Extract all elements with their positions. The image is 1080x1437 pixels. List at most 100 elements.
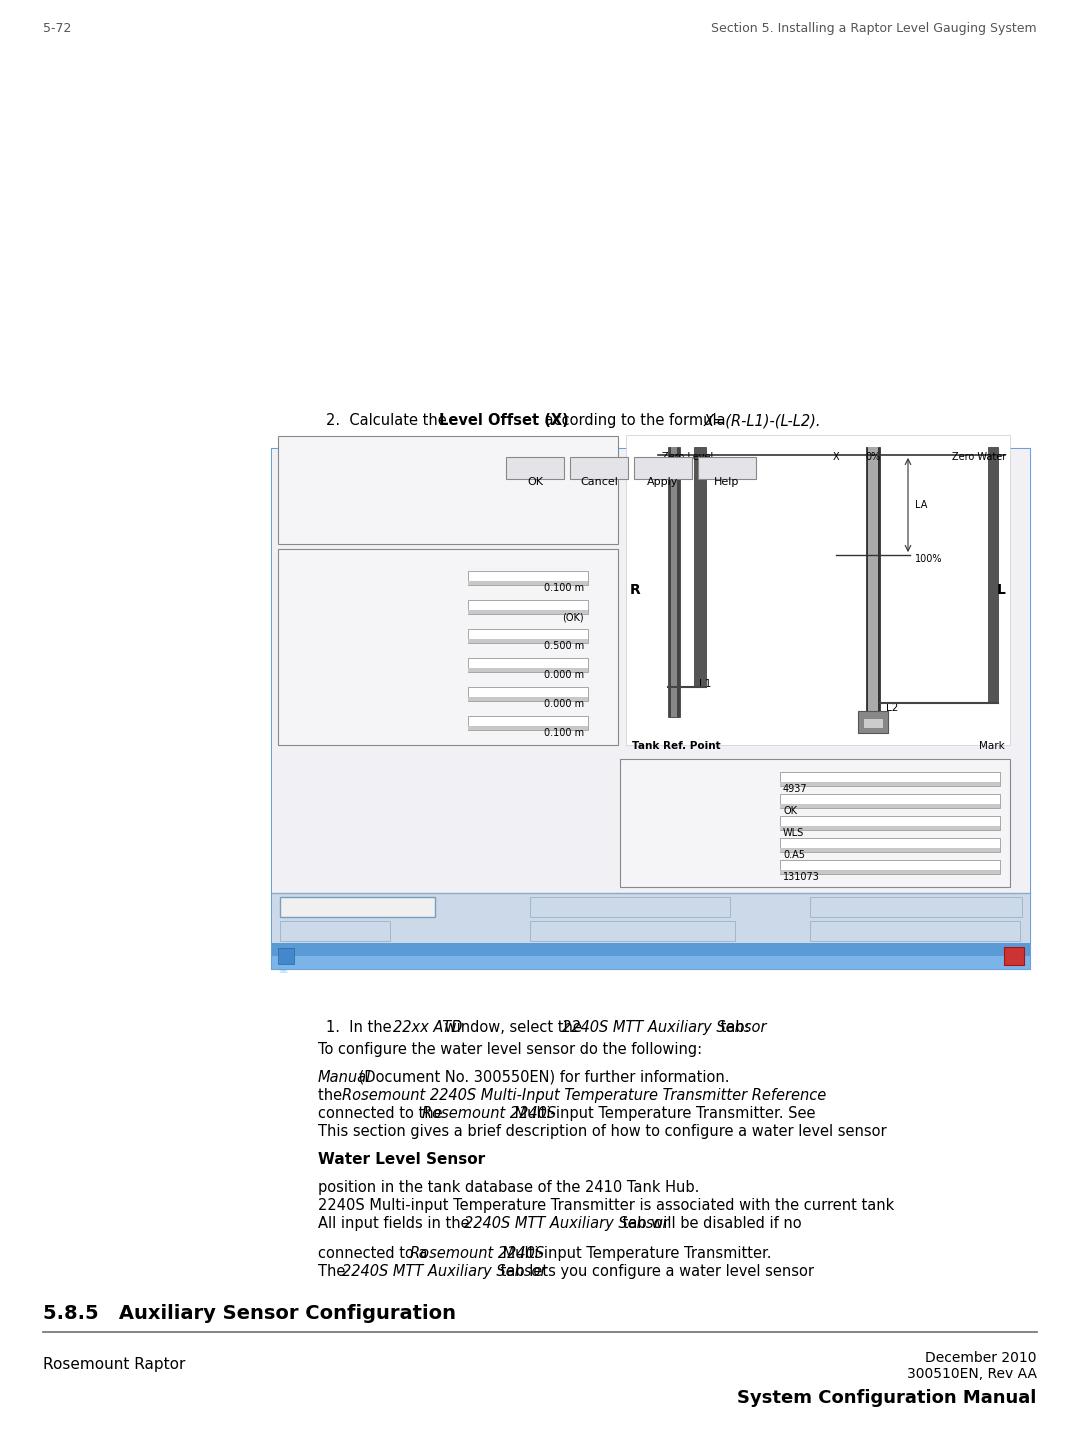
- Text: System Configuration Manual: System Configuration Manual: [738, 1390, 1037, 1407]
- Text: Water Level Sensor: Water Level Sensor: [318, 1152, 485, 1167]
- Bar: [780, 782, 1000, 786]
- Bar: [780, 848, 1000, 852]
- Bar: [468, 609, 588, 614]
- Text: OK: OK: [527, 477, 543, 487]
- Text: the: the: [318, 1088, 347, 1104]
- Bar: [694, 447, 706, 687]
- Text: Lower Measurement Limit = X + LDZ: Lower Measurement Limit = X + LDZ: [291, 479, 458, 487]
- Bar: [780, 772, 1000, 786]
- Bar: [671, 447, 677, 717]
- Bar: [278, 549, 618, 744]
- Text: Level Offset (X) = ( R - L1 ) - ( L - L2 ): Level Offset (X) = ( R - L1 ) - ( L - L2…: [291, 530, 459, 539]
- Bar: [780, 826, 1000, 831]
- Text: Mark: Mark: [980, 741, 1005, 752]
- Text: 0.100 m: 0.100 m: [544, 583, 584, 593]
- Text: Multi-input Temperature Transmitter. See: Multi-input Temperature Transmitter. See: [511, 1106, 816, 1121]
- Text: Upper Sensor Limit (100%) = LA + X: Upper Sensor Limit (100%) = LA + X: [291, 517, 457, 526]
- Text: tab will be disabled if no: tab will be disabled if no: [618, 1216, 801, 1232]
- Text: 2240S MTT Auxiliary Sensor: 2240S MTT Auxiliary Sensor: [464, 1216, 669, 1232]
- Bar: [280, 897, 435, 917]
- Text: 300510EN, Rev AA: 300510EN, Rev AA: [907, 1367, 1037, 1381]
- Bar: [863, 718, 883, 729]
- Text: Status:: Status:: [627, 808, 663, 818]
- Text: Upper Measurement Limit = (LA + X) - UDZ: Upper Measurement Limit = (LA + X) - UDZ: [291, 491, 487, 500]
- Text: 22xx ATD: 22xx ATD: [393, 1020, 462, 1035]
- Text: Rosemount 2240S: Rosemount 2240S: [421, 1106, 556, 1121]
- Text: Formula: Formula: [286, 545, 328, 555]
- Bar: [507, 457, 564, 479]
- Text: 2240 MTT Temperature Sensor: 2240 MTT Temperature Sensor: [842, 938, 988, 948]
- Bar: [780, 838, 1000, 852]
- Text: Communication: Communication: [298, 938, 373, 948]
- Bar: [780, 795, 1000, 808]
- Text: Device Information: Device Information: [627, 888, 728, 898]
- Bar: [780, 803, 1000, 808]
- Bar: [272, 448, 1030, 892]
- Text: Unit ID:: Unit ID:: [627, 874, 665, 882]
- Bar: [272, 956, 1030, 969]
- Text: 2240S Multi-input Temperature Transmitter is associated with the current tank: 2240S Multi-input Temperature Transmitte…: [318, 1198, 894, 1213]
- Text: 22XX ATD  - ATD-TK-1: 22XX ATD - ATD-TK-1: [300, 963, 427, 976]
- Text: position in the tank database of the 2410 Tank Hub.: position in the tank database of the 241…: [318, 1180, 700, 1196]
- Text: 0.500 m: 0.500 m: [543, 641, 584, 651]
- Text: WLS: WLS: [783, 828, 805, 838]
- Bar: [780, 859, 1000, 874]
- Text: All input fields in the: All input fields in the: [318, 1216, 474, 1232]
- Text: Tank Ref. Point: Tank Ref. Point: [632, 741, 720, 752]
- Bar: [698, 457, 756, 479]
- Text: Manual: Manual: [318, 1071, 372, 1085]
- Text: Level Offset (X):: Level Offset (X):: [286, 729, 367, 739]
- Text: 0%: 0%: [865, 453, 880, 463]
- Bar: [468, 697, 588, 701]
- Text: X=(R-L1)-(L-L2).: X=(R-L1)-(L-L2).: [704, 412, 822, 428]
- Text: LA: LA: [915, 500, 928, 510]
- Text: 5.8.5   Auxiliary Sensor Configuration: 5.8.5 Auxiliary Sensor Configuration: [43, 1303, 456, 1323]
- Text: according to the formula: according to the formula: [540, 412, 730, 428]
- Bar: [620, 759, 1010, 887]
- Bar: [272, 943, 1030, 969]
- Bar: [468, 687, 588, 701]
- Text: tab:: tab:: [716, 1020, 750, 1035]
- Text: 4937: 4937: [783, 785, 808, 795]
- Text: December 2010: December 2010: [926, 1351, 1037, 1365]
- Text: 0.100 m: 0.100 m: [544, 729, 584, 739]
- Bar: [468, 570, 588, 585]
- Text: 2240S MTT Auxiliary Sensor: 2240S MTT Auxiliary Sensor: [342, 1265, 546, 1279]
- Text: Cancel: Cancel: [580, 477, 618, 487]
- Bar: [468, 658, 588, 673]
- Text: (Document No. 300550EN) for further information.: (Document No. 300550EN) for further info…: [353, 1071, 729, 1085]
- Text: 0.A5: 0.A5: [783, 851, 805, 859]
- Text: R: R: [630, 583, 640, 596]
- Text: Rosemount 2240S: Rosemount 2240S: [409, 1246, 543, 1262]
- Bar: [858, 711, 888, 733]
- Text: X: X: [1010, 966, 1018, 974]
- Bar: [278, 435, 618, 545]
- Bar: [468, 716, 588, 730]
- Bar: [468, 726, 588, 730]
- Text: ▣: ▣: [278, 964, 287, 974]
- Text: Lower Sensor Limit (0%) = X: Lower Sensor Limit (0%) = X: [291, 504, 420, 513]
- Text: Section 5. Installing a Raptor Level Gauging System: Section 5. Installing a Raptor Level Gau…: [711, 22, 1037, 34]
- Text: 2240S MTT Auxiliary Sensor: 2240S MTT Auxiliary Sensor: [563, 1020, 767, 1035]
- Text: L2: L2: [886, 703, 899, 713]
- Bar: [530, 897, 730, 917]
- Text: 131073: 131073: [783, 872, 820, 882]
- Text: 2.  Calculate the: 2. Calculate the: [326, 412, 451, 428]
- Bar: [278, 948, 294, 964]
- Bar: [1004, 947, 1024, 966]
- Text: To configure the water level sensor do the following:: To configure the water level sensor do t…: [318, 1042, 702, 1058]
- Text: Help: Help: [714, 477, 740, 487]
- Text: (OK): (OK): [563, 612, 584, 622]
- Text: 5-72: 5-72: [43, 22, 71, 34]
- Bar: [468, 639, 588, 642]
- Bar: [468, 629, 588, 642]
- Text: Upper Dead Zone (UDZ):: Upper Dead Zone (UDZ):: [286, 700, 410, 710]
- Text: Application SW Version:: Application SW Version:: [627, 851, 746, 861]
- Text: Update Counter:: Update Counter:: [627, 785, 711, 795]
- Bar: [866, 447, 880, 733]
- Text: Hardware Type:: Hardware Type:: [627, 829, 705, 839]
- Text: Average Temperature Calculation: Average Temperature Calculation: [553, 938, 712, 948]
- Bar: [468, 668, 588, 673]
- Bar: [810, 921, 1020, 941]
- Text: window, select the: window, select the: [441, 1020, 586, 1035]
